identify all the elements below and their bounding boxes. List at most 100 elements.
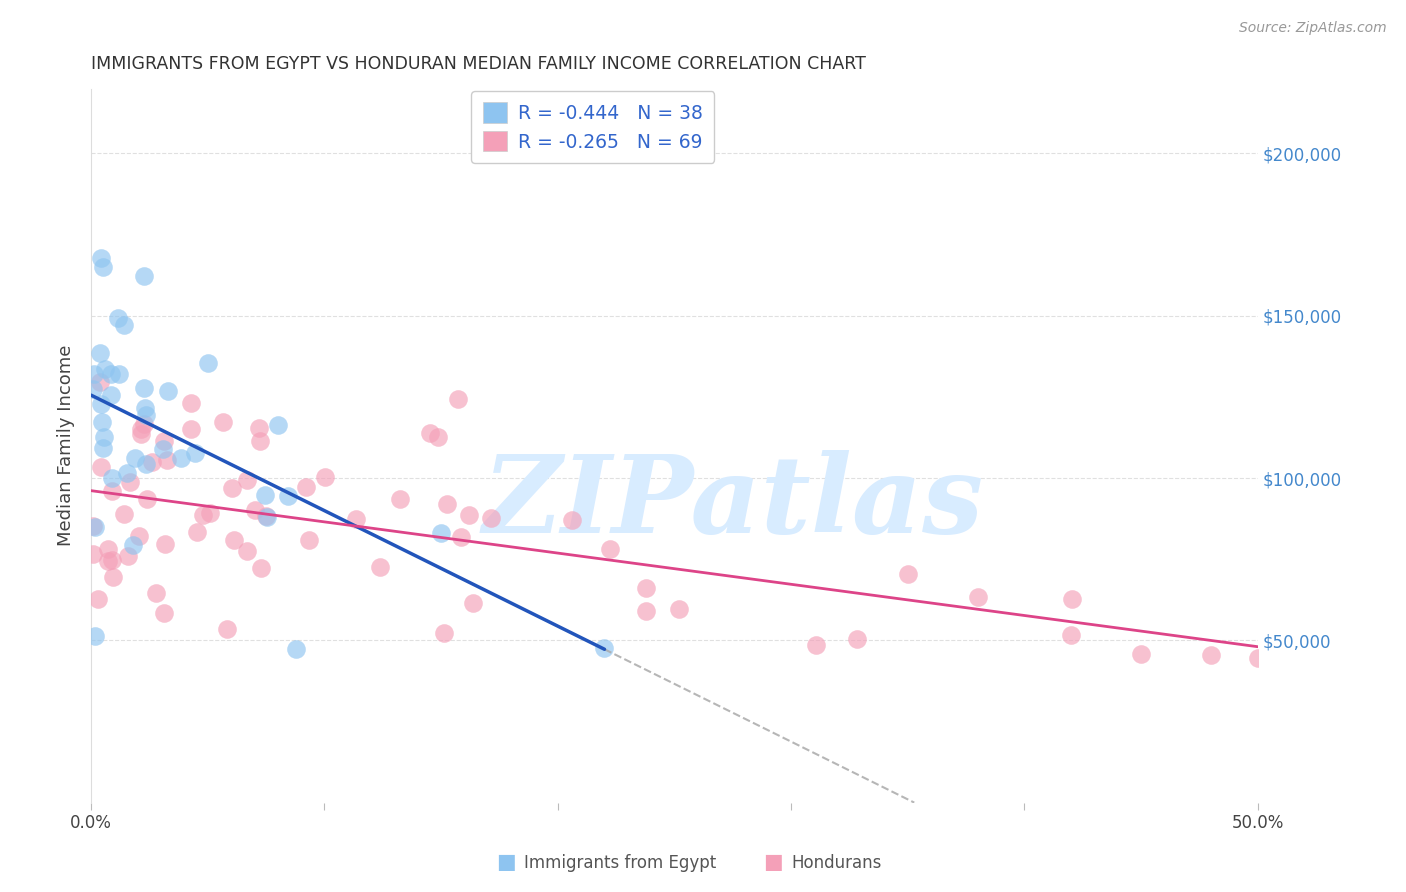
Point [152, 434, 174, 448]
Legend: R = -0.444   N = 38, R = -0.265   N = 69: R = -0.444 N = 38, R = -0.265 N = 69 [471, 91, 714, 162]
Point [84, 520, 107, 534]
Text: Immigrants from Egypt: Immigrants from Egypt [524, 855, 717, 872]
Point [91, 415, 114, 429]
Point [897, 567, 920, 582]
Point [100, 388, 122, 402]
Point [152, 442, 174, 456]
Point [236, 544, 259, 558]
Point [249, 434, 271, 448]
Point [129, 427, 152, 442]
Point [250, 560, 273, 574]
Point [87, 592, 110, 607]
Point [107, 311, 129, 326]
Point [191, 508, 214, 522]
Point [101, 552, 124, 566]
Point [599, 541, 621, 556]
Point [217, 622, 239, 636]
Point [180, 396, 202, 410]
Point [294, 480, 316, 494]
Point [561, 513, 583, 527]
Point [212, 416, 235, 430]
Point [430, 526, 453, 541]
Point [82, 547, 104, 561]
Point [97, 554, 120, 568]
Point [1199, 648, 1222, 662]
Point [297, 533, 319, 547]
Point [481, 510, 503, 524]
Point [90, 396, 112, 410]
Point [141, 455, 163, 469]
Point [118, 475, 141, 490]
Point [247, 421, 270, 435]
Point [101, 484, 124, 499]
Point [197, 356, 219, 370]
Point [145, 586, 167, 600]
Point [94, 362, 117, 376]
Point [224, 533, 246, 548]
Point [432, 626, 454, 640]
Point [170, 450, 193, 465]
Text: ■: ■ [496, 853, 516, 872]
Point [1130, 648, 1153, 662]
Point [155, 537, 177, 551]
Point [153, 606, 176, 620]
Point [124, 450, 146, 465]
Point [101, 471, 124, 485]
Point [368, 560, 391, 574]
Point [344, 512, 367, 526]
Point [83, 629, 105, 643]
Point [426, 430, 449, 444]
Point [221, 482, 243, 496]
Point [97, 541, 120, 556]
Point [1060, 591, 1083, 606]
Point [436, 498, 458, 512]
Point [966, 590, 988, 604]
Point [93, 430, 115, 444]
Point [458, 508, 481, 522]
Point [668, 602, 690, 616]
Point [136, 491, 159, 506]
Point [636, 581, 658, 595]
Point [83, 367, 105, 381]
Point [388, 491, 411, 506]
Point [636, 604, 658, 618]
Point [156, 453, 179, 467]
Point [129, 421, 152, 435]
Point [200, 506, 222, 520]
Point [82, 518, 104, 533]
Point [254, 508, 277, 523]
Text: ZIPatlas: ZIPatlas [482, 450, 983, 556]
Point [314, 470, 336, 484]
Point [267, 418, 290, 433]
Point [593, 641, 616, 656]
Point [1060, 628, 1083, 642]
Point [82, 383, 104, 397]
Point [186, 525, 208, 540]
Point [135, 457, 157, 471]
Point [134, 268, 156, 283]
Point [284, 641, 307, 656]
Point [180, 422, 202, 436]
Point [461, 596, 484, 610]
Point [107, 367, 129, 381]
Point [117, 549, 139, 563]
Point [450, 530, 472, 544]
Text: Source: ZipAtlas.com: Source: ZipAtlas.com [1239, 21, 1386, 36]
Point [89, 375, 111, 389]
Point [122, 537, 145, 551]
Point [184, 446, 207, 460]
Point [277, 490, 299, 504]
Point [100, 367, 122, 381]
Point [243, 502, 266, 516]
Point [90, 459, 112, 474]
Point [236, 473, 259, 487]
Point [90, 251, 112, 265]
Point [89, 346, 111, 360]
Point [91, 260, 114, 274]
Point [132, 381, 155, 395]
Point [128, 529, 150, 543]
Point [804, 638, 827, 652]
Point [115, 466, 138, 480]
Point [253, 488, 276, 502]
Point [846, 632, 869, 646]
